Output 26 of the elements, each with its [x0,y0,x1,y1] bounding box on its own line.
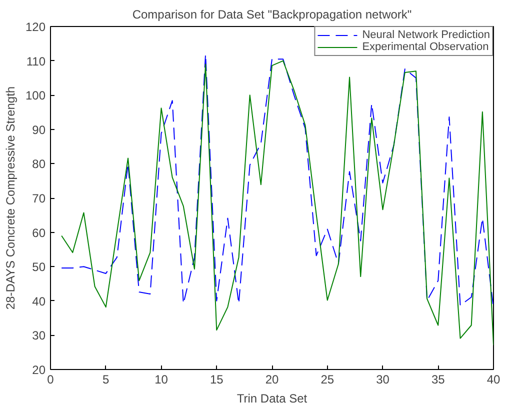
y-tick-label: 120 [25,20,46,34]
chart-title: Comparison for Data Set "Backpropagation network" [132,8,412,22]
line-series [61,60,494,346]
y-tick-label: 80 [32,157,46,172]
y-tick-label: 100 [25,88,46,103]
y-tick-label: 90 [32,122,46,137]
y-tick-label: 70 [32,192,46,206]
legend-label: Experimental Observation [362,41,489,53]
y-tick-label: 50 [32,260,46,274]
x-tick-label: 20 [265,372,279,386]
y-tick-label: 60 [32,226,46,240]
y-axis-title: 28-DAYS Concrete Compressive Strength [3,86,18,310]
legend-label: Neural Network Prediction [362,29,490,41]
y-tick-label: 110 [26,54,46,68]
x-tick-label: 15 [210,372,224,386]
x-tick-label: 10 [154,372,168,386]
x-tick-label: 30 [376,372,390,386]
y-tick-label: 30 [32,328,46,343]
y-tick-label: 40 [32,294,46,308]
x-tick-label: 40 [486,372,500,386]
y-tick-label: 20 [32,363,46,377]
x-tick-label: 5 [102,372,110,386]
x-axis-title: Trin Data Set [236,392,308,406]
x-tick-label: 35 [431,372,446,386]
x-tick-label: 25 [320,372,334,386]
x-tick-label: 0 [47,372,54,386]
